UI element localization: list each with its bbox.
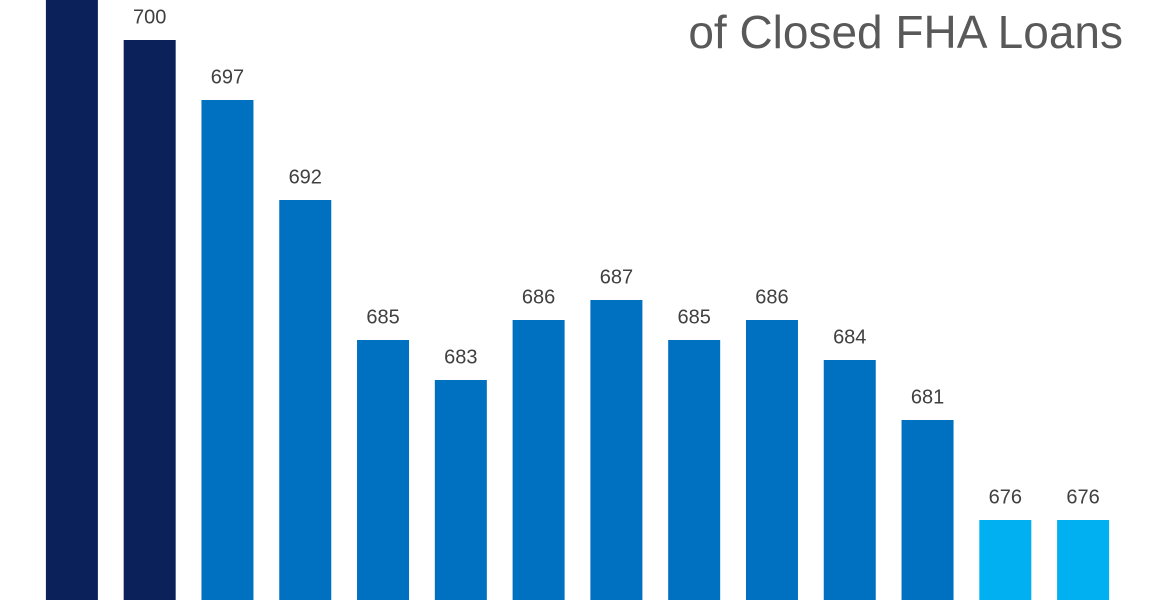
bar bbox=[123, 40, 176, 600]
bar bbox=[434, 380, 487, 600]
bar bbox=[979, 520, 1032, 600]
bar bbox=[668, 340, 721, 600]
bar bbox=[823, 360, 876, 600]
value-label: 686 bbox=[522, 286, 555, 308]
bar bbox=[745, 320, 798, 600]
value-label: 692 bbox=[289, 166, 322, 188]
bar bbox=[357, 340, 410, 600]
value-label: 685 bbox=[677, 306, 710, 328]
bar bbox=[512, 320, 565, 600]
value-label: 697 bbox=[211, 66, 244, 88]
bar bbox=[1057, 520, 1110, 600]
value-label: 685 bbox=[366, 306, 399, 328]
value-label: 684 bbox=[833, 326, 866, 348]
bar bbox=[201, 100, 254, 600]
bar bbox=[279, 200, 332, 600]
value-label: 686 bbox=[755, 286, 788, 308]
value-label: 681 bbox=[911, 386, 944, 408]
value-label: 683 bbox=[444, 346, 477, 368]
chart-title: of Closed FHA Loans bbox=[688, 6, 1123, 58]
bar bbox=[901, 420, 954, 600]
value-label: 676 bbox=[1066, 486, 1099, 508]
bar bbox=[590, 300, 643, 600]
value-label: 676 bbox=[989, 486, 1022, 508]
value-label: 687 bbox=[600, 266, 633, 288]
bar bbox=[45, 0, 98, 600]
value-label: 700 bbox=[133, 6, 166, 28]
